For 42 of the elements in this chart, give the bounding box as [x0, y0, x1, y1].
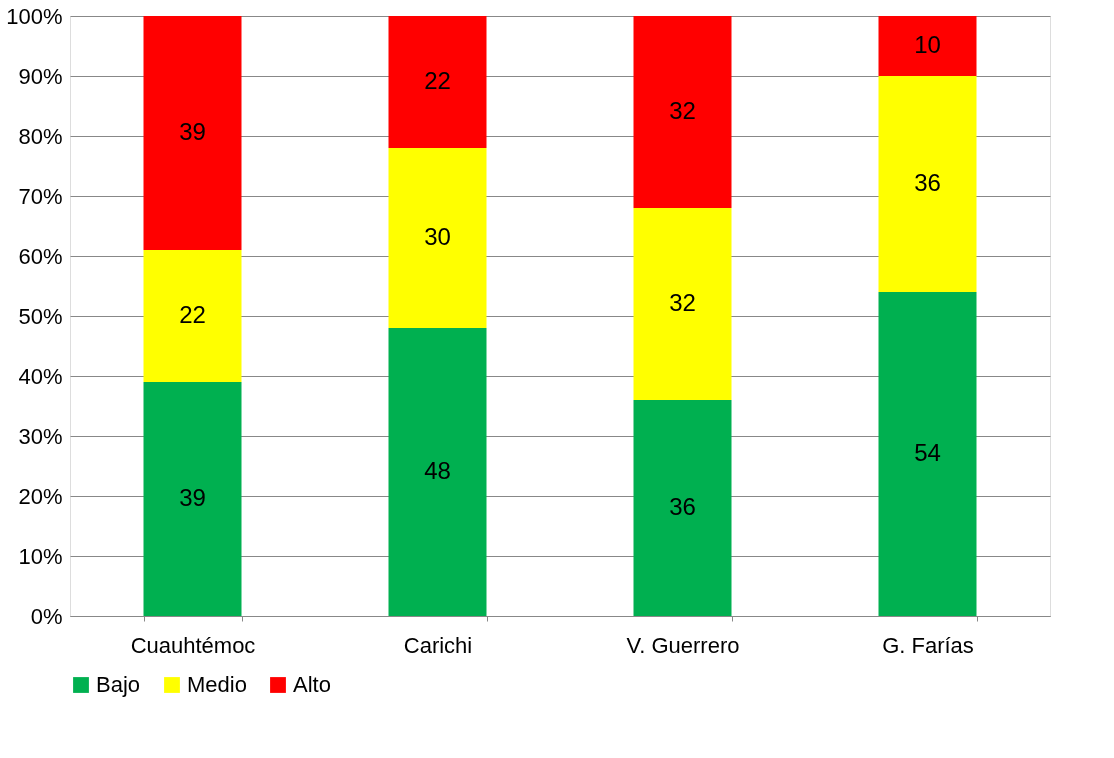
data-label: 39: [179, 484, 206, 511]
bar: [878, 76, 977, 292]
data-label: 10: [914, 31, 941, 58]
data-label: 32: [669, 289, 696, 316]
data-label: 30: [424, 223, 451, 250]
y-tick-label: 50%: [18, 303, 63, 329]
x-tick-label: V. Guerrero: [626, 632, 740, 658]
data-label: 36: [669, 493, 696, 520]
x-tick-label: Carichi: [403, 632, 473, 658]
bar: [633, 208, 732, 400]
y-tick-label: 30%: [18, 423, 63, 449]
bar: [878, 292, 977, 616]
bar: [143, 250, 242, 382]
bar: [143, 16, 242, 250]
data-label: 39: [179, 118, 206, 145]
data-label: 32: [669, 97, 696, 124]
legend-label: Bajo: [96, 672, 141, 697]
bar: [143, 382, 242, 616]
legend-label: Medio: [187, 672, 247, 697]
bar: [388, 16, 487, 148]
bar: [388, 328, 487, 616]
data-label: 22: [424, 67, 451, 94]
legend-label: Alto: [293, 672, 331, 697]
y-tick-label: 10%: [18, 543, 63, 569]
y-tick-label: 40%: [18, 363, 63, 389]
bar: [633, 16, 732, 208]
data-label: 48: [424, 457, 451, 484]
data-label: 22: [179, 301, 206, 328]
data-label: 54: [914, 439, 941, 466]
y-tick-label: 90%: [18, 63, 63, 89]
bar: [633, 400, 732, 616]
y-tick-label: 0%: [30, 603, 63, 629]
y-tick-label: 80%: [18, 123, 63, 149]
y-tick-label: 70%: [18, 183, 63, 209]
y-tick-label: 100%: [6, 3, 63, 29]
x-tick-label: G. Farías: [882, 632, 974, 658]
bar: [388, 148, 487, 328]
y-tick-label: 60%: [18, 243, 63, 269]
data-label: 36: [914, 169, 941, 196]
bar: [878, 16, 977, 76]
y-tick-label: 20%: [18, 483, 63, 509]
x-tick-label: Cuauhtémoc: [130, 632, 256, 658]
